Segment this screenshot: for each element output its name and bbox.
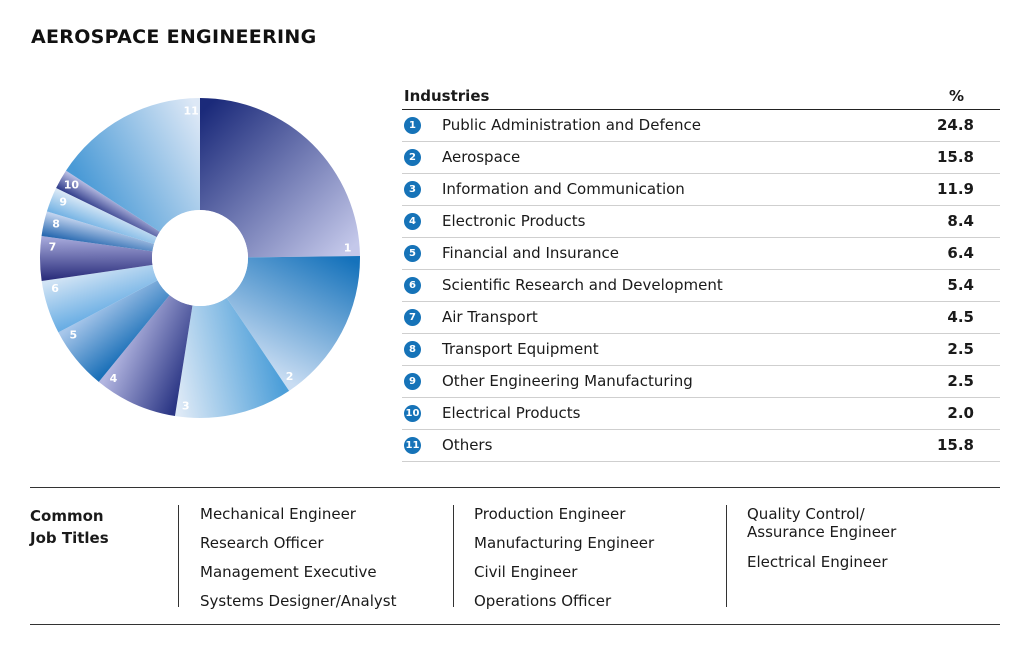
donut-segment-8 bbox=[41, 211, 155, 252]
segment-label: 4 bbox=[110, 372, 118, 385]
job-column-3: Quality Control/ Assurance Engineer Elec… bbox=[747, 505, 896, 571]
industry-percent: 2.5 bbox=[947, 372, 974, 390]
table-row: 10 Electrical Products 2.0 bbox=[402, 398, 1000, 430]
job-column-2: Production Engineer Manufacturing Engine… bbox=[474, 505, 654, 621]
donut-segment-10 bbox=[56, 170, 160, 238]
donut-segment-5 bbox=[58, 280, 170, 382]
header-industries: Industries bbox=[404, 87, 490, 105]
row-number-badge: 5 bbox=[404, 245, 421, 262]
row-number-badge: 10 bbox=[404, 405, 421, 422]
donut-segment-7 bbox=[40, 235, 153, 282]
industry-percent: 5.4 bbox=[947, 276, 974, 294]
industry-name: Electronic Products bbox=[442, 212, 586, 230]
industry-name: Aerospace bbox=[442, 148, 521, 166]
donut-segment-2 bbox=[226, 255, 360, 391]
industry-name: Public Administration and Defence bbox=[442, 116, 701, 134]
table-row: 9 Other Engineering Manufacturing 2.5 bbox=[402, 366, 1000, 398]
page-title: AEROSPACE ENGINEERING bbox=[31, 26, 317, 48]
table-row: 6 Scientific Research and Development 5.4 bbox=[402, 270, 1000, 302]
donut-segment-1 bbox=[200, 98, 360, 258]
spacer bbox=[747, 541, 896, 553]
job-title: Electrical Engineer bbox=[747, 553, 888, 571]
segment-label: 7 bbox=[49, 240, 57, 253]
job-title: Manufacturing Engineer bbox=[474, 534, 655, 552]
table-row: 3 Information and Communication 11.9 bbox=[402, 174, 1000, 206]
row-number-badge: 3 bbox=[404, 181, 421, 198]
row-number-badge: 1 bbox=[404, 117, 421, 134]
industry-percent: 8.4 bbox=[947, 212, 974, 230]
industry-name: Other Engineering Manufacturing bbox=[442, 372, 693, 390]
industry-percent: 24.8 bbox=[936, 116, 974, 134]
divider bbox=[30, 487, 1000, 488]
job-title: Systems Designer/Analyst bbox=[200, 592, 397, 610]
table-row: 4 Electronic Products 8.4 bbox=[402, 206, 1000, 238]
job-titles-heading-line1: Common bbox=[30, 507, 104, 525]
job-column-1: Mechanical Engineer Research Officer Man… bbox=[200, 505, 396, 621]
industry-percent: 2.0 bbox=[947, 404, 974, 422]
job-title: Management Executive bbox=[200, 563, 377, 581]
segment-label: 8 bbox=[52, 217, 60, 230]
segment-label: 11 bbox=[183, 104, 198, 117]
industry-percent: 4.5 bbox=[947, 308, 974, 326]
industry-name: Scientific Research and Development bbox=[442, 276, 723, 294]
header-percent: % bbox=[948, 87, 964, 105]
donut-segment-3 bbox=[174, 297, 290, 418]
row-number-badge: 9 bbox=[404, 373, 421, 390]
row-number-badge: 11 bbox=[404, 437, 421, 454]
donut-chart: 1 2 3 4 5 6 7 8 9 10 11 bbox=[40, 98, 360, 418]
job-titles-heading: Common Job Titles bbox=[30, 505, 109, 549]
industry-percent: 15.8 bbox=[936, 436, 974, 454]
job-title: Production Engineer bbox=[474, 505, 626, 523]
table-body: 1 Public Administration and Defence 24.8 2 A… bbox=[402, 110, 1000, 462]
column-divider bbox=[453, 505, 454, 607]
industry-name: Transport Equipment bbox=[442, 340, 599, 358]
job-title: Civil Engineer bbox=[474, 563, 578, 581]
segment-label: 9 bbox=[59, 195, 67, 208]
segment-label: 5 bbox=[70, 329, 78, 342]
donut-segment-11 bbox=[65, 98, 200, 232]
table-row: 5 Financial and Insurance 6.4 bbox=[402, 238, 1000, 270]
segment-label: 3 bbox=[182, 399, 190, 412]
job-title: Operations Officer bbox=[474, 592, 612, 610]
segment-label: 2 bbox=[286, 370, 294, 383]
industry-name: Others bbox=[442, 436, 493, 454]
industry-name: Air Transport bbox=[442, 308, 538, 326]
divider bbox=[30, 624, 1000, 625]
row-number-badge: 8 bbox=[404, 341, 421, 358]
donut-hole bbox=[152, 210, 248, 306]
job-title-line: Assurance Engineer bbox=[747, 523, 897, 541]
table-row: 8 Transport Equipment 2.5 bbox=[402, 334, 1000, 366]
donut-segment-6 bbox=[41, 264, 158, 333]
industry-name: Financial and Insurance bbox=[442, 244, 620, 262]
donut-segment-9 bbox=[46, 188, 157, 245]
table-row: 7 Air Transport 4.5 bbox=[402, 302, 1000, 334]
segment-label: 10 bbox=[64, 179, 80, 192]
industry-percent: 2.5 bbox=[947, 340, 974, 358]
donut-segment-4 bbox=[98, 295, 193, 417]
job-title: Research Officer bbox=[200, 534, 324, 552]
job-title-line: Quality Control/ bbox=[747, 505, 865, 523]
row-number-badge: 6 bbox=[404, 277, 421, 294]
segment-label: 1 bbox=[344, 241, 352, 254]
column-divider bbox=[178, 505, 179, 607]
industry-percent: 6.4 bbox=[947, 244, 974, 262]
segment-label: 6 bbox=[51, 282, 59, 295]
job-titles-heading-line2: Job Titles bbox=[30, 529, 109, 547]
industry-percent: 11.9 bbox=[936, 180, 974, 198]
table-row: 1 Public Administration and Defence 24.8 bbox=[402, 110, 1000, 142]
row-number-badge: 2 bbox=[404, 149, 421, 166]
row-number-badge: 4 bbox=[404, 213, 421, 230]
table-header: Industries % bbox=[402, 85, 1000, 110]
industry-name: Information and Communication bbox=[442, 180, 685, 198]
job-title: Mechanical Engineer bbox=[200, 505, 356, 523]
table-row: 2 Aerospace 15.8 bbox=[402, 142, 1000, 174]
industry-percent: 15.8 bbox=[936, 148, 974, 166]
table-row: 11 Others 15.8 bbox=[402, 430, 1000, 462]
column-divider bbox=[726, 505, 727, 607]
industry-name: Electrical Products bbox=[442, 404, 581, 422]
industries-table: Industries % 1 Public Administration and … bbox=[402, 85, 1000, 462]
row-number-badge: 7 bbox=[404, 309, 421, 326]
